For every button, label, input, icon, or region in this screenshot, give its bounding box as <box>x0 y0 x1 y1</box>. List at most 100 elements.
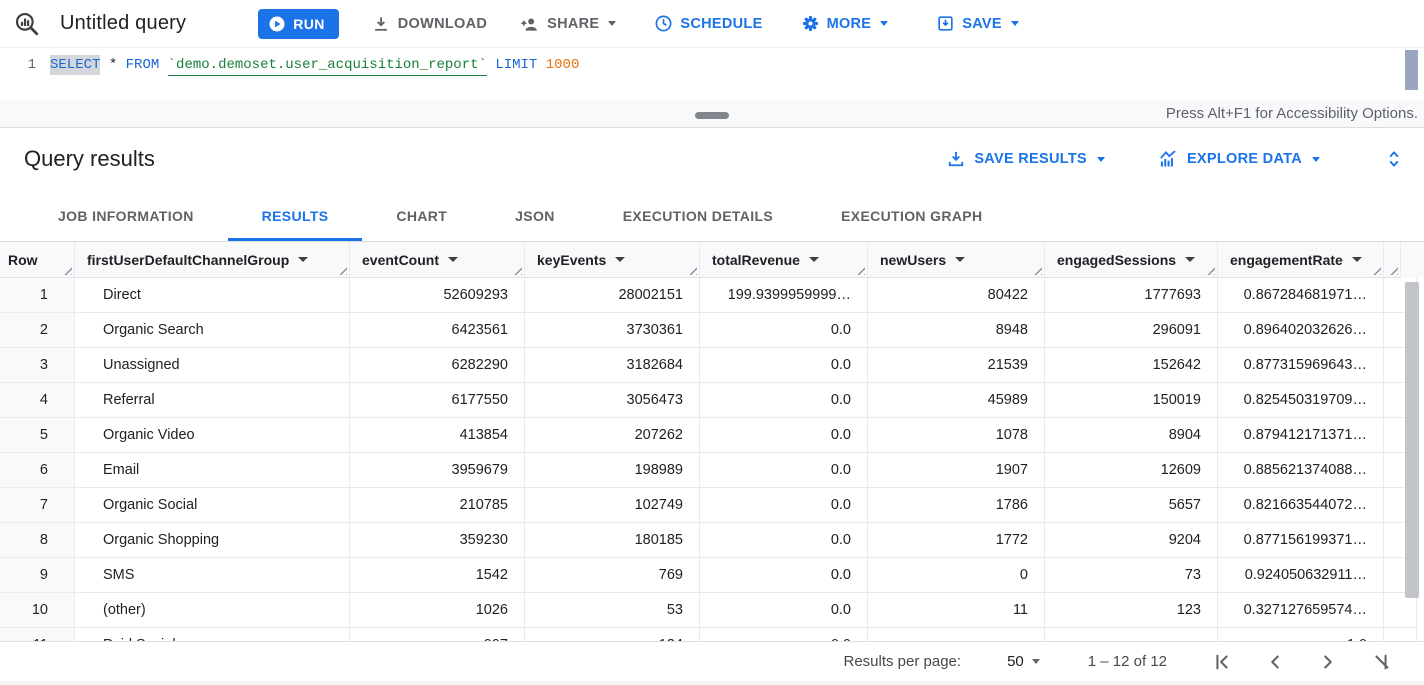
column-header-label: totalRevenue <box>712 251 800 268</box>
column-menu-caret-icon[interactable] <box>808 257 819 262</box>
column-menu-caret-icon[interactable] <box>1351 257 1362 262</box>
column-menu-caret-icon[interactable] <box>1185 257 1196 262</box>
bottom-strip <box>0 681 1424 685</box>
share-button[interactable]: SHARE <box>519 14 617 34</box>
sql-editor[interactable]: 1 SELECT * FROM `demo.demoset.user_acqui… <box>0 48 1424 100</box>
table-cell: 21539 <box>868 348 1045 383</box>
column-menu-caret-icon[interactable] <box>615 257 626 262</box>
tab-execution-details[interactable]: EXECUTION DETAILS <box>589 190 807 241</box>
table-cell: 9204 <box>1045 523 1218 558</box>
column-menu-caret-icon[interactable] <box>298 257 309 262</box>
row-number-cell: 1 <box>0 278 75 313</box>
column-resize-grip[interactable] <box>1032 265 1042 275</box>
explore-data-button[interactable]: EXPLORE DATA <box>1157 149 1320 169</box>
save-button[interactable]: SAVE <box>936 14 1019 33</box>
table-scrollbar-thumb[interactable] <box>1405 282 1419 598</box>
column-header-eventcount[interactable]: eventCount <box>350 242 525 278</box>
table-cell: 3730361 <box>525 313 700 348</box>
column-header-label: newUsers <box>880 251 947 268</box>
chevron-down-icon <box>1096 156 1105 162</box>
table-cell: Organic Social <box>75 488 350 523</box>
page-size-select[interactable]: 50 <box>1007 653 1040 670</box>
panel-resize-handle[interactable] <box>695 112 729 119</box>
sql-table-reference[interactable]: `demo.demoset.user_acquisition_report` <box>167 55 487 76</box>
play-circle-icon <box>269 16 285 31</box>
query-toolbar: Untitled query RUN DOWNLOAD SHARE <box>0 0 1424 48</box>
table-cell: 102749 <box>525 488 700 523</box>
download-button[interactable]: DOWNLOAD <box>371 14 487 34</box>
table-cell: 359230 <box>350 523 525 558</box>
filler-cell <box>1384 593 1417 628</box>
table-cell: 12609 <box>1045 453 1218 488</box>
table-cell: 1786 <box>868 488 1045 523</box>
table-cell <box>1045 628 1218 641</box>
column-menu-caret-icon[interactable] <box>448 257 458 262</box>
schedule-button[interactable]: SCHEDULE <box>654 14 762 33</box>
tab-execution-graph[interactable]: EXECUTION GRAPH <box>807 190 1016 241</box>
column-menu-caret-icon[interactable] <box>955 257 966 262</box>
column-resize-grip[interactable] <box>855 265 865 275</box>
table-cell: 296091 <box>1045 313 1218 348</box>
results-table: Row firstUserDefaultChannelGroup eventCoun… <box>0 242 1424 641</box>
tab-results[interactable]: RESULTS <box>227 190 363 241</box>
table-cell: 3056473 <box>525 383 700 418</box>
column-resize-grip[interactable] <box>62 265 72 275</box>
table-header-row: Row firstUserDefaultChannelGroup eventCoun… <box>0 242 1424 278</box>
table-cell: 198989 <box>525 453 700 488</box>
table-cell: 11 <box>868 593 1045 628</box>
tab-chart[interactable]: CHART <box>362 190 481 241</box>
last-page-button[interactable] <box>1370 651 1392 673</box>
column-header-newusers[interactable]: newUsers <box>868 242 1045 278</box>
column-header-engagementrate[interactable]: engagementRate <box>1218 242 1384 278</box>
table-cell: 1907 <box>868 453 1045 488</box>
column-resize-grip[interactable] <box>1388 265 1398 275</box>
table-row: 4 Referral 6177550 3056473 0.0 45989 150019 0.8… <box>0 383 1424 418</box>
first-page-button[interactable] <box>1211 651 1233 673</box>
pagination-range-label: 1 – 12 of 12 <box>1087 653 1167 670</box>
tab-job-information[interactable]: JOB INFORMATION <box>24 190 228 241</box>
column-resize-grip[interactable] <box>1371 265 1381 275</box>
table-body: 1 Direct 52609293 28002151 199.9399959999… 80… <box>0 278 1424 641</box>
previous-page-icon <box>1271 654 1279 669</box>
column-header-label: engagedSessions <box>1057 251 1177 268</box>
column-header-totalrevenue[interactable]: totalRevenue <box>700 242 868 278</box>
more-button[interactable]: MORE <box>801 14 889 33</box>
table-cell: 73 <box>1045 558 1218 593</box>
column-header-engagedsessions[interactable]: engagedSessions <box>1045 242 1218 278</box>
explore-data-icon <box>1160 150 1176 167</box>
column-header-label: Row <box>8 251 38 268</box>
table-cell: 0.0 <box>700 418 868 453</box>
editor-scrollbar-thumb[interactable] <box>1405 50 1418 90</box>
next-page-button[interactable] <box>1317 651 1339 673</box>
row-number-cell: 4 <box>0 383 75 418</box>
save-results-button[interactable]: SAVE RESULTS <box>946 149 1105 169</box>
table-cell: 0.327127659574… <box>1218 593 1384 628</box>
table-cell: 210785 <box>350 488 525 523</box>
expand-collapse-button[interactable] <box>1384 148 1404 170</box>
table-cell: 180185 <box>525 523 700 558</box>
sql-limit-value: 1000 <box>545 57 580 73</box>
column-header-keyevents[interactable]: keyEvents <box>525 242 700 278</box>
save-results-label: SAVE RESULTS <box>974 151 1087 167</box>
table-cell: 80422 <box>868 278 1045 313</box>
table-cell: 0.0 <box>700 593 868 628</box>
download-icon <box>374 16 387 31</box>
tab-label: RESULTS <box>261 207 329 224</box>
run-button[interactable]: RUN <box>258 8 339 39</box>
more-label: MORE <box>826 15 872 32</box>
column-resize-grip[interactable] <box>512 265 522 275</box>
previous-page-button[interactable] <box>1264 651 1286 673</box>
share-label: SHARE <box>547 15 600 32</box>
table-cell: 0.0 <box>700 488 868 523</box>
column-resize-grip[interactable] <box>337 265 347 275</box>
table-cell: 28002151 <box>525 278 700 313</box>
row-number-cell: 9 <box>0 558 75 593</box>
column-resize-grip[interactable] <box>1205 265 1215 275</box>
tab-label: EXECUTION DETAILS <box>622 207 774 224</box>
table-cell: 6282290 <box>350 348 525 383</box>
save-icon <box>938 16 953 31</box>
table-cell: 0 <box>868 558 1045 593</box>
tab-json[interactable]: JSON <box>481 190 589 241</box>
column-resize-grip[interactable] <box>687 265 697 275</box>
column-header-firstuserdefaultchannelgroup[interactable]: firstUserDefaultChannelGroup <box>75 242 350 278</box>
